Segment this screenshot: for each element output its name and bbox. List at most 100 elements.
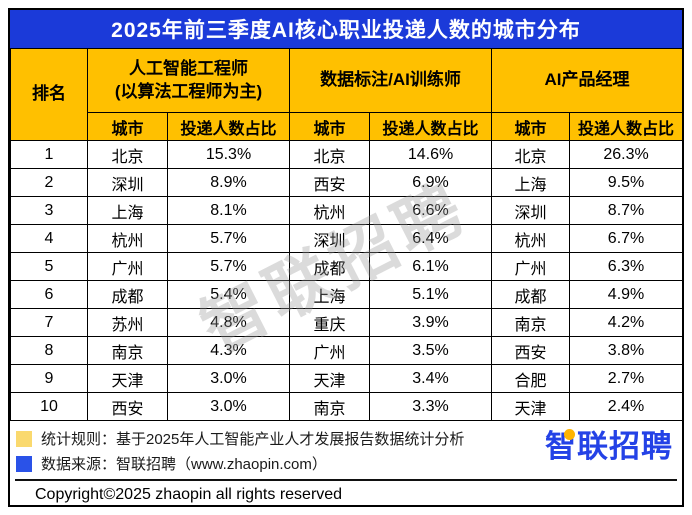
table-row: 6 成都 5.4% 上海 5.1% 成都 4.9% <box>10 280 682 309</box>
note-stat-rule: 统计规则：基于2025年人工智能产业人才发展报告数据统计分析 <box>10 426 682 451</box>
city-cell: 天津 <box>87 364 168 393</box>
share-cell: 4.8% <box>166 308 291 337</box>
share-cell: 2.7% <box>569 364 682 393</box>
share-cell: 3.5% <box>369 336 493 365</box>
share-cell: 5.1% <box>369 280 493 309</box>
city-cell: 南京 <box>289 392 371 421</box>
city-cell: 杭州 <box>87 224 168 253</box>
table-row: 9 天津 3.0% 天津 3.4% 合肥 2.7% <box>10 364 682 393</box>
share-cell: 3.4% <box>369 364 493 393</box>
share-cell: 6.9% <box>369 168 493 197</box>
subheader-share-2: 投递人数占比 <box>369 112 493 141</box>
city-cell: 重庆 <box>289 308 371 337</box>
rank-column-header: 排名 <box>10 48 88 141</box>
note-stat-rule-text: 统计规则：基于2025年人工智能产业人才发展报告数据统计分析 <box>41 431 465 448</box>
share-cell: 6.3% <box>569 252 682 281</box>
table-row: 3 上海 8.1% 杭州 6.6% 深圳 8.7% <box>10 196 682 225</box>
share-cell: 15.3% <box>166 140 291 169</box>
city-cell: 北京 <box>491 140 571 169</box>
group-header-ai-engineer-line1: 人工智能工程师 <box>129 59 248 79</box>
city-cell: 杭州 <box>289 196 371 225</box>
city-cell: 上海 <box>87 196 168 225</box>
city-cell: 南京 <box>87 336 168 365</box>
rank-cell: 8 <box>10 336 88 365</box>
share-cell: 3.9% <box>369 308 493 337</box>
rank-cell: 7 <box>10 308 88 337</box>
city-cell: 南京 <box>491 308 571 337</box>
logo-dot-icon <box>564 429 575 440</box>
city-cell: 上海 <box>491 168 571 197</box>
rank-cell: 1 <box>10 140 88 169</box>
city-cell: 深圳 <box>289 224 371 253</box>
rank-cell: 3 <box>10 196 88 225</box>
group-header-ai-engineer-line2: (以算法工程师为主) <box>114 81 263 101</box>
city-cell: 深圳 <box>87 168 168 197</box>
share-cell: 6.6% <box>369 196 493 225</box>
subheader-city-1: 城市 <box>87 112 168 141</box>
note-data-source-text: 数据来源：智联招聘（www.zhaopin.com） <box>41 456 327 473</box>
share-cell: 3.0% <box>166 392 291 421</box>
footer-notes: 统计规则：基于2025年人工智能产业人才发展报告数据统计分析 数据来源：智联招聘… <box>10 421 682 479</box>
share-cell: 5.7% <box>166 224 291 253</box>
city-cell: 深圳 <box>491 196 571 225</box>
share-cell: 6.7% <box>569 224 682 253</box>
share-cell: 6.4% <box>369 224 493 253</box>
share-cell: 3.8% <box>569 336 682 365</box>
city-distribution-table: 排名 人工智能工程师 (以算法工程师为主) 数据标注/AI训练师 AI产品经理 … <box>10 48 682 421</box>
table-row: 10 西安 3.0% 南京 3.3% 天津 2.4% <box>10 392 682 421</box>
group-header-ai-engineer: 人工智能工程师 (以算法工程师为主) <box>86 48 291 113</box>
share-cell: 4.9% <box>569 280 682 309</box>
city-cell: 西安 <box>87 392 168 421</box>
share-cell: 8.1% <box>166 196 291 225</box>
rank-cell: 2 <box>10 168 88 197</box>
share-cell: 3.3% <box>369 392 493 421</box>
subheader-city-2: 城市 <box>289 112 371 141</box>
share-cell: 9.5% <box>569 168 682 197</box>
group-header-ai-product-manager-line1: AI产品经理 <box>544 70 630 90</box>
subheader-share-3: 投递人数占比 <box>569 112 682 141</box>
city-cell: 西安 <box>289 168 371 197</box>
infographic-card: 2025年前三季度AI核心职业投递人数的城市分布 排名 人工智能工程师 (以算法… <box>8 8 684 507</box>
group-header-ai-product-manager: AI产品经理 <box>491 48 682 113</box>
yellow-square-icon <box>16 430 32 447</box>
city-cell: 天津 <box>289 364 371 393</box>
share-cell: 14.6% <box>369 140 493 169</box>
city-cell: 广州 <box>491 252 571 281</box>
copyright-text: Copyright©2025 zhaopin all rights reserv… <box>35 486 343 503</box>
table-row: 5 广州 5.7% 成都 6.1% 广州 6.3% <box>10 252 682 281</box>
table-row: 8 南京 4.3% 广州 3.5% 西安 3.8% <box>10 336 682 365</box>
blue-square-icon <box>16 455 32 472</box>
city-cell: 苏州 <box>87 308 168 337</box>
zhaopin-logo: 智联招聘 <box>545 428 673 465</box>
city-cell: 天津 <box>491 392 571 421</box>
subheader-city-3: 城市 <box>491 112 571 141</box>
city-cell: 上海 <box>289 280 371 309</box>
rank-cell: 4 <box>10 224 88 253</box>
city-cell: 北京 <box>87 140 168 169</box>
share-cell: 4.3% <box>166 336 291 365</box>
share-cell: 8.7% <box>569 196 682 225</box>
city-cell: 成都 <box>87 280 168 309</box>
share-cell: 8.9% <box>166 168 291 197</box>
share-cell: 26.3% <box>569 140 682 169</box>
rank-cell: 6 <box>10 280 88 309</box>
table-row: 2 深圳 8.9% 西安 6.9% 上海 9.5% <box>10 168 682 197</box>
table-row: 4 杭州 5.7% 深圳 6.4% 杭州 6.7% <box>10 224 682 253</box>
city-cell: 北京 <box>289 140 371 169</box>
page-title: 2025年前三季度AI核心职业投递人数的城市分布 <box>111 19 581 42</box>
group-header-data-annotator-line1: 数据标注/AI训练师 <box>320 70 461 90</box>
rank-cell: 9 <box>10 364 88 393</box>
title-bar: 2025年前三季度AI核心职业投递人数的城市分布 <box>10 10 682 48</box>
subheader-share-1: 投递人数占比 <box>166 112 291 141</box>
share-cell: 5.7% <box>166 252 291 281</box>
share-cell: 5.4% <box>166 280 291 309</box>
table-row: 7 苏州 4.8% 重庆 3.9% 南京 4.2% <box>10 308 682 337</box>
rank-cell: 10 <box>10 392 88 421</box>
city-cell: 杭州 <box>491 224 571 253</box>
city-cell: 成都 <box>289 252 371 281</box>
divider-line <box>15 479 677 481</box>
share-cell: 2.4% <box>569 392 682 421</box>
share-cell: 6.1% <box>369 252 493 281</box>
group-header-data-annotator: 数据标注/AI训练师 <box>289 48 493 113</box>
city-cell: 广州 <box>87 252 168 281</box>
